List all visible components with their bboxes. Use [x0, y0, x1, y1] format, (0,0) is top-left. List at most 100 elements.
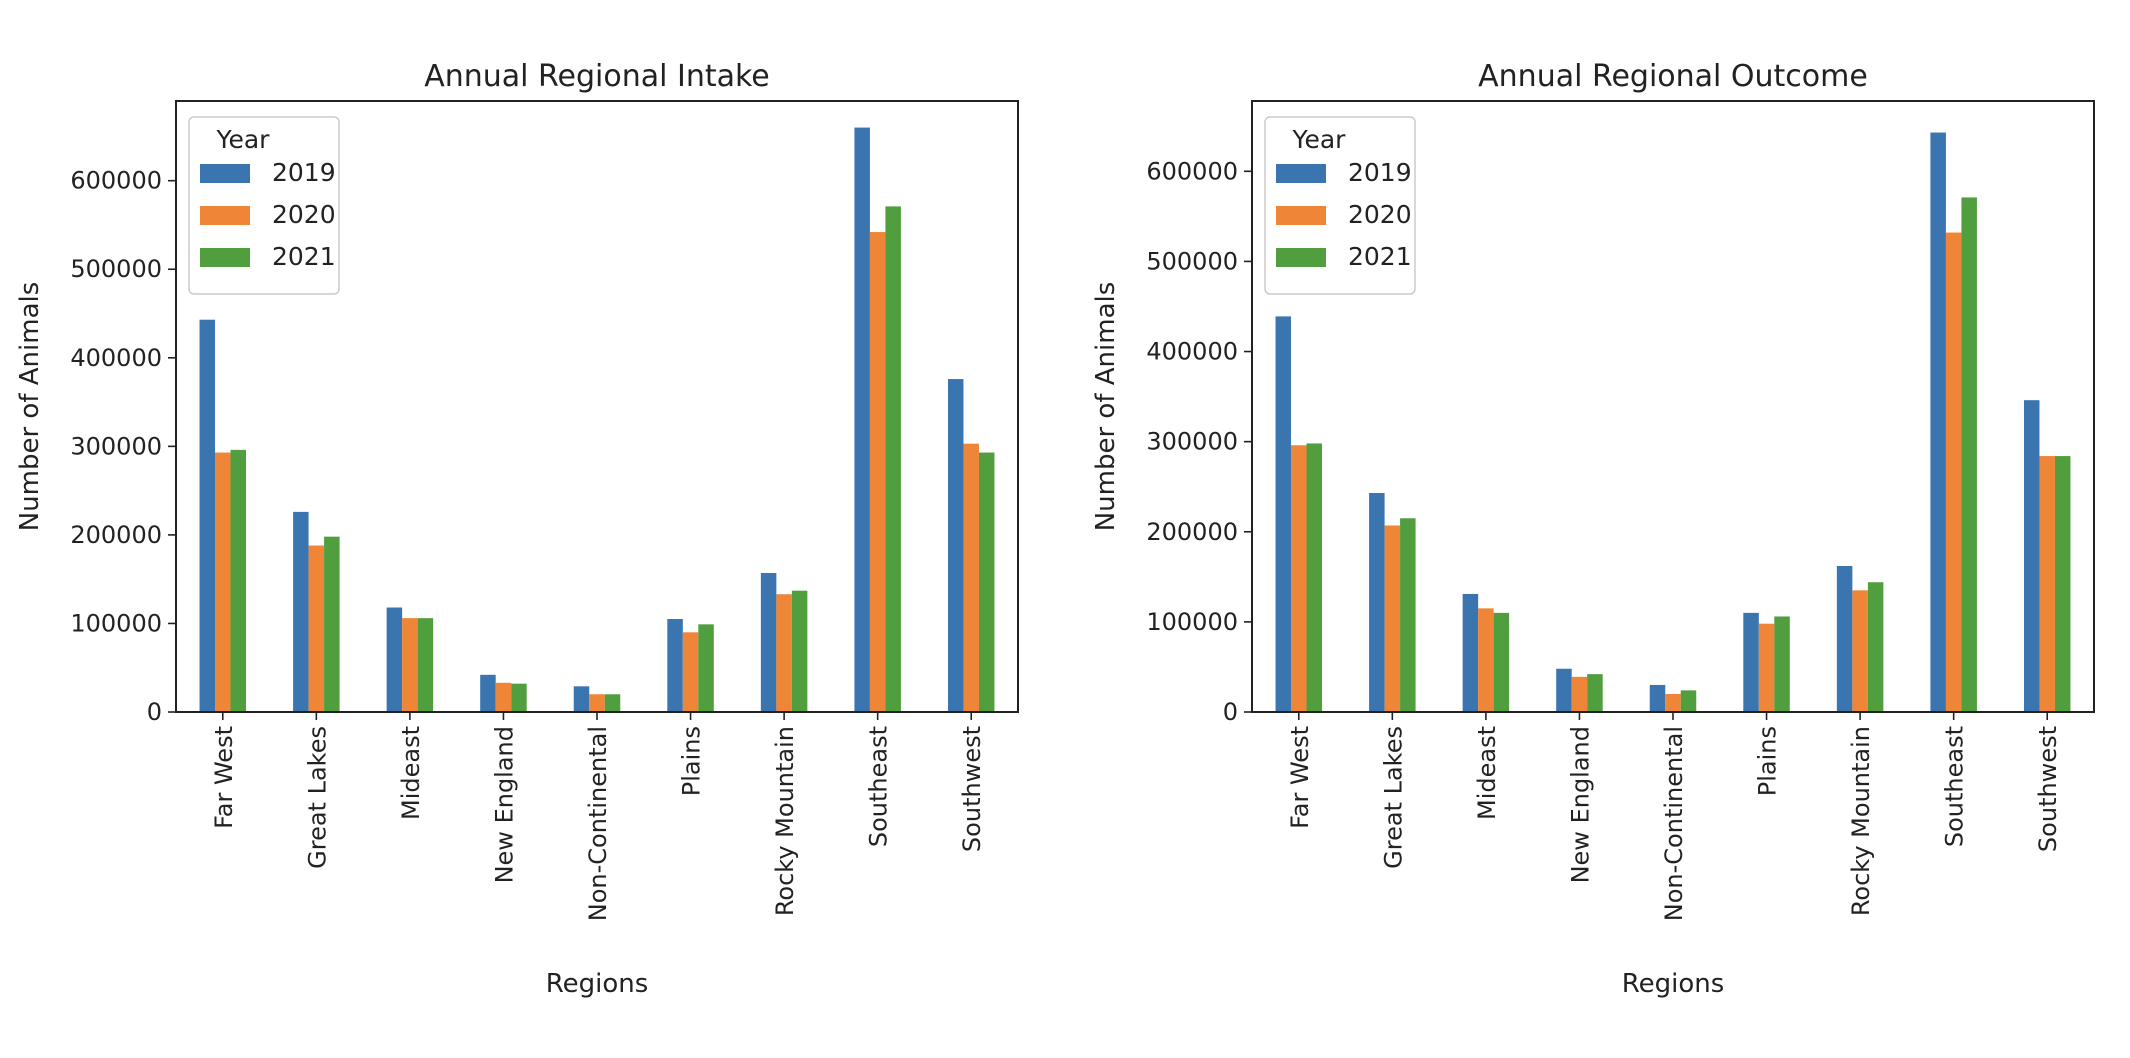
y-tick-label: 400000: [70, 344, 162, 372]
bar-2020-rocky-mountain: [776, 594, 792, 712]
bar-2021-great-lakes: [1400, 518, 1416, 712]
bar-2021-southeast: [885, 206, 901, 712]
y-tick-label: 400000: [1146, 338, 1238, 366]
bar-2019-rocky-mountain: [760, 572, 777, 712]
x-tick-label: Far West: [1286, 726, 1314, 829]
bar-2020-new-england: [1571, 676, 1588, 712]
y-axis-label: Number of Animals: [1091, 282, 1121, 532]
x-axis-label: Regions: [1622, 969, 1725, 999]
y-tick-label: 200000: [1146, 518, 1238, 546]
legend-swatch-2019: [200, 164, 250, 183]
bar-2019-non-continental: [573, 686, 590, 712]
y-axis-label: Number of Animals: [15, 282, 45, 532]
bar-2019-mideast: [1462, 593, 1479, 712]
plot-frame: [1251, 100, 2095, 713]
bar-2019-mideast: [386, 607, 403, 712]
bar-2021-plains: [1774, 616, 1790, 712]
legend-label-2019: 2019: [1348, 158, 1412, 187]
bar-2020-southwest: [963, 443, 979, 712]
bar-2020-great-lakes: [1384, 525, 1401, 712]
chart-1: Annual Regional Intake Far West Great Lake…: [15, 59, 1019, 999]
bar-2021-southwest: [2054, 456, 2071, 712]
legend-swatch-2021: [200, 248, 250, 267]
bar-2020-far-west: [1291, 445, 1307, 712]
bar-2019-new-england: [1556, 668, 1572, 712]
y-tick-label: 600000: [70, 167, 162, 195]
bar-2021-far-west: [1306, 443, 1323, 712]
x-tick-label: Great Lakes: [303, 726, 331, 869]
y-tick-label: 500000: [1146, 247, 1238, 275]
x-tick-label: Southeast: [1941, 726, 1969, 847]
y-tick-label: 500000: [70, 255, 162, 283]
y-tick-label: 300000: [70, 432, 162, 460]
bar-2021-southeast: [1961, 197, 1977, 712]
bar-2019-great-lakes: [293, 511, 309, 712]
bar-2020-mideast: [402, 618, 418, 712]
legend-swatch-2020: [200, 206, 250, 225]
x-axis-label: Regions: [546, 969, 649, 999]
bar-2021-southwest: [978, 452, 995, 712]
legend-label-2019: 2019: [272, 158, 336, 187]
legend-label-2021: 2021: [1348, 242, 1412, 271]
bar-2020-plains: [1758, 623, 1775, 712]
x-tick-label: Southeast: [865, 726, 893, 847]
bar-2020-southwest: [2039, 456, 2055, 712]
bar-2020-new-england: [495, 682, 512, 712]
x-tick-label: Mideast: [397, 726, 425, 820]
bar-2021-mideast: [1493, 612, 1510, 712]
bar-2021-new-england: [1587, 674, 1603, 712]
bar-2019-great-lakes: [1369, 493, 1385, 712]
bar-2021-plains: [698, 624, 714, 712]
y-tick-label: 600000: [1146, 157, 1238, 185]
bar-2019-rocky-mountain: [1836, 566, 1853, 712]
x-tick-label: Rocky Mountain: [771, 726, 799, 916]
bar-2020-non-continental: [1665, 693, 1681, 712]
legend-swatch-2020: [1276, 206, 1326, 225]
bar-2019-new-england: [480, 674, 496, 712]
bar-2019-non-continental: [1649, 684, 1666, 712]
bar-2021-new-england: [511, 683, 527, 712]
x-tick-label: Mideast: [1473, 726, 1501, 820]
x-tick-label: Non-Continental: [584, 726, 612, 921]
bar-2019-southwest: [2023, 400, 2040, 712]
x-tick-label: Southwest: [2034, 726, 2062, 852]
x-tick-label: Rocky Mountain: [1847, 726, 1875, 916]
y-tick-label: 300000: [1146, 428, 1238, 456]
legend-title: Year: [1292, 125, 1347, 154]
x-tick-label: Southwest: [958, 726, 986, 852]
legend-label-2020: 2020: [1348, 200, 1412, 229]
bar-2020-far-west: [215, 452, 231, 712]
chart-2: Annual Regional Outcome Far West Great Lak…: [1091, 59, 2095, 999]
bar-2021-far-west: [230, 449, 247, 712]
bar-2021-non-continental: [1680, 690, 1697, 712]
x-tick-label: Plains: [1754, 726, 1782, 796]
bar-2019-far-west: [199, 319, 216, 712]
x-tick-label: Non-Continental: [1660, 726, 1688, 921]
legend-swatch-2021: [1276, 248, 1326, 267]
bar-2019-southeast: [1930, 132, 1946, 713]
y-tick-label: 200000: [70, 521, 162, 549]
bar-2020-mideast: [1478, 608, 1494, 712]
bar-2020-southeast: [869, 232, 886, 712]
bar-2020-non-continental: [589, 694, 605, 712]
bar-2021-rocky-mountain: [1867, 582, 1884, 712]
bar-2021-mideast: [417, 618, 434, 712]
chart-title: Annual Regional Outcome: [1478, 59, 1868, 94]
bar-2020-rocky-mountain: [1852, 590, 1868, 712]
bar-2019-far-west: [1275, 316, 1292, 712]
bar-2019-plains: [667, 619, 683, 712]
bar-2019-plains: [1743, 612, 1759, 712]
y-tick-label: 0: [1223, 698, 1238, 726]
plot-frame: [175, 100, 1019, 713]
y-tick-label: 0: [147, 698, 162, 726]
bar-2021-rocky-mountain: [791, 590, 808, 712]
x-tick-label: Plains: [678, 726, 706, 796]
y-tick-label: 100000: [1146, 608, 1238, 636]
legend-title: Year: [216, 125, 271, 154]
bar-2020-plains: [682, 632, 699, 712]
x-tick-label: Great Lakes: [1379, 726, 1407, 869]
x-tick-label: New England: [1566, 726, 1594, 883]
bar-2020-southeast: [1945, 232, 1962, 712]
